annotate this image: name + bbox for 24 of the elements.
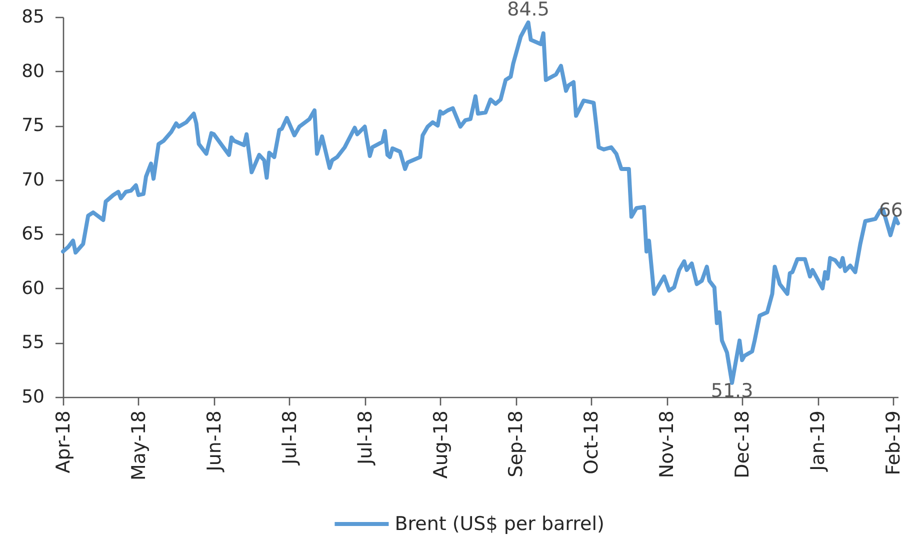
y-tick-label: 60 xyxy=(22,278,44,299)
x-tick-label: Feb-19 xyxy=(882,410,904,476)
y-tick-label: 50 xyxy=(22,386,44,408)
annotation: 66 xyxy=(878,199,903,222)
y-tick-label: 80 xyxy=(22,60,44,82)
x-tick-label: Jul-18 xyxy=(354,410,376,466)
x-tick-label: Sep-18 xyxy=(505,410,528,478)
y-tick-label: 65 xyxy=(22,224,44,245)
x-tick-label: Nov-18 xyxy=(656,410,678,478)
y-tick-label: 70 xyxy=(22,169,44,190)
y-tick-label: 85 xyxy=(22,6,44,28)
y-tick-label: 75 xyxy=(22,115,44,136)
x-tick-label: Aug-18 xyxy=(430,410,452,479)
x-tick-label: Jul-18 xyxy=(278,410,301,466)
x-tick-label: Dec-18 xyxy=(732,410,754,478)
x-tick-label: Jun-18 xyxy=(203,410,226,472)
x-tick-label: Jan-19 xyxy=(807,410,830,472)
x-tick-label: Apr-18 xyxy=(52,410,74,474)
legend-label: Brent (US$ per barrel) xyxy=(394,513,604,535)
x-tick-label: May-18 xyxy=(128,410,150,480)
x-tick-label: Oct-18 xyxy=(580,410,603,474)
annotation: 84.5 xyxy=(507,0,550,20)
annotation: 51.3 xyxy=(710,380,754,402)
y-tick-label: 55 xyxy=(22,332,44,354)
